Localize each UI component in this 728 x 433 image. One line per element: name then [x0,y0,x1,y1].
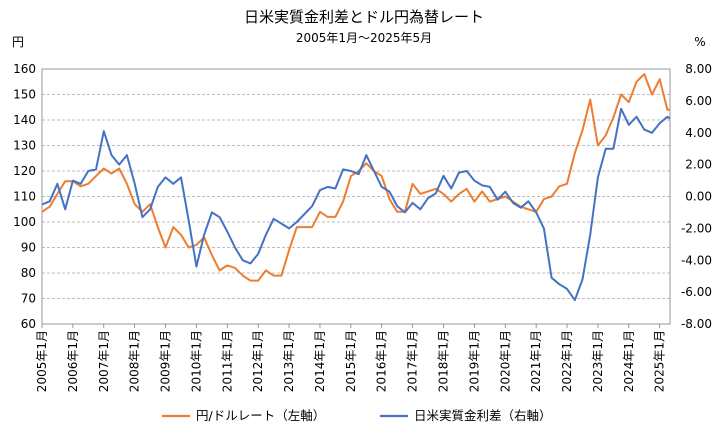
left-tick-label: 70 [21,292,36,306]
x-tick-label: 2011年1月 [220,330,234,392]
x-tick-label: 2015年1月 [344,330,358,392]
left-tick-label: 150 [13,88,36,102]
left-tick-label: 90 [21,241,36,255]
x-tick-label: 2022年1月 [560,330,574,392]
x-tick-label: 2009年1月 [159,330,173,392]
left-tick-label: 80 [21,266,36,280]
left-tick-label: 130 [13,139,36,153]
right-tick-label: -4.00 [681,253,712,267]
series-line-usdjpy [41,73,670,282]
left-tick-label: 140 [13,113,36,127]
legend-label-real-rate-diff: 日米実質金利差（右軸） [414,408,552,423]
x-tick-label: 2012年1月 [251,330,265,392]
x-tick-label: 2005年1月 [35,330,49,392]
right-tick-label: 2.00 [685,158,712,172]
right-tick-label: -6.00 [681,285,712,299]
legend-label-usdjpy: 円/ドルレート（左軸） [196,408,325,423]
left-tick-label: 110 [13,190,36,204]
x-tick-label: 2014年1月 [313,330,327,392]
right-tick-label: 4.00 [685,126,712,140]
grid-lines [42,94,670,299]
x-tick-label: 2023年1月 [591,330,605,392]
chart-title: 日米実質金利差とドル円為替レート [244,8,484,26]
x-axis-ticks: 2005年1月 2006年1月 2007年1月 2008年1月 2009年1月 2010年… [35,330,667,392]
left-tick-label: 60 [21,317,36,331]
plot-area-border [41,68,671,325]
right-tick-label: -8.00 [681,317,712,331]
right-axis-ticks: -8.00 -6.00 -4.00 -2.00 0.00 2.00 4.00 6.00 8.00 [681,62,712,331]
x-tick-label: 2008年1月 [128,330,142,392]
left-tick-label: 160 [13,62,36,76]
x-tick-label: 2025年1月 [653,330,667,392]
left-axis-ticks: 60 70 80 90 100 110 120 130 140 150 160 [13,62,36,331]
left-axis-unit: 円 [12,35,24,49]
legend: 円/ドルレート（左軸） 日米実質金利差（右軸） [162,408,552,423]
right-axis-unit: % [694,35,705,49]
series-line-real-rate-diff [41,107,671,302]
x-tick-label: 2019年1月 [467,330,481,392]
x-tick-label: 2007年1月 [97,330,111,392]
x-tick-label: 2016年1月 [375,330,389,392]
x-tick-label: 2020年1月 [498,330,512,392]
right-tick-label: 0.00 [685,190,712,204]
x-tick-label: 2010年1月 [189,330,203,392]
left-tick-label: 100 [13,215,36,229]
x-tick-label: 2024年1月 [622,330,636,392]
x-tick-label: 2006年1月 [66,330,80,392]
chart-subtitle: 2005年1月～2025年5月 [296,31,432,45]
x-tick-label: 2021年1月 [529,330,543,392]
left-tick-label: 120 [13,164,36,178]
right-tick-label: 6.00 [685,94,712,108]
right-tick-label: -2.00 [681,221,712,235]
x-tick-label: 2013年1月 [282,330,296,392]
plot-frame [41,68,671,328]
x-tick-label: 2017年1月 [406,330,420,392]
right-tick-label: 8.00 [685,62,712,76]
series-lines [41,73,671,302]
x-tick-label: 2018年1月 [437,330,451,392]
